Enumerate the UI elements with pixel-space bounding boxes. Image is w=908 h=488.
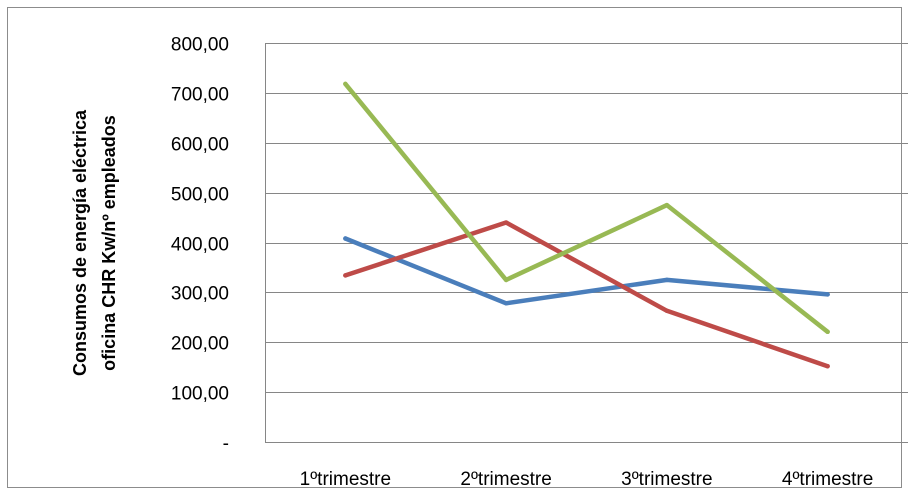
y-tick-label: 200,00 <box>171 334 229 355</box>
gridlines <box>265 43 908 393</box>
y-axis-label-line-1: Consumos de energía eléctrica <box>70 109 90 376</box>
data-point <box>825 292 830 297</box>
x-tick-labels: 1ºtrimestre 2ºtrimestre 3ºtrimestre 4ºtrime… <box>300 469 874 488</box>
data-point <box>503 277 509 283</box>
y-tick-label: 100,00 <box>171 384 229 405</box>
x-tick-label: 4ºtrimestre <box>782 469 873 488</box>
x-tick-label: 2ºtrimestre <box>460 469 551 488</box>
data-point <box>664 202 670 208</box>
axes <box>265 43 908 443</box>
y-tick-label: 500,00 <box>171 185 229 206</box>
data-point <box>343 273 348 278</box>
data-point <box>825 363 830 369</box>
y-tick-label: 700,00 <box>171 85 229 106</box>
data-point <box>343 81 348 87</box>
series-lines <box>343 81 830 369</box>
series-line-2 <box>343 220 830 369</box>
y-tick-label: 300,00 <box>171 284 229 305</box>
chart-area <box>7 7 902 488</box>
y-axis-label-line-2: oficina CHR Kw/nº empleados <box>99 115 119 371</box>
y-axis-label: Consumos de energía eléctrica oficina CH… <box>70 109 119 376</box>
data-point <box>825 329 830 334</box>
data-point <box>664 277 670 283</box>
x-tick-label: 3ºtrimestre <box>621 469 712 488</box>
x-tick-label: 1ºtrimestre <box>300 469 391 488</box>
y-tick-labels: - 100,00 200,00 300,00 400,00 500,00 600,00 700… <box>171 35 229 455</box>
y-tick-label: 400,00 <box>171 235 229 256</box>
series-line-3 <box>343 81 830 335</box>
series-line-1 <box>343 236 830 306</box>
data-point <box>503 220 509 225</box>
y-tick-label: 600,00 <box>171 135 229 156</box>
data-point <box>664 308 670 314</box>
y-tick-label: 800,00 <box>171 35 229 56</box>
data-point <box>503 301 509 306</box>
data-point <box>343 236 348 241</box>
y-tick-label: - <box>223 434 229 455</box>
